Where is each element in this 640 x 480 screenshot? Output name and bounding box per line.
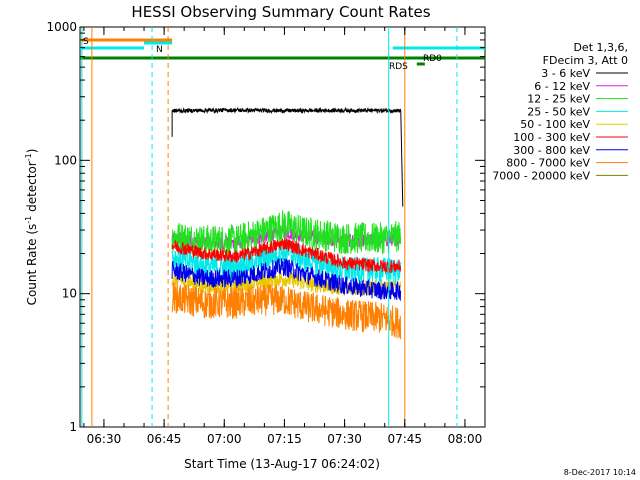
data-series bbox=[171, 106, 404, 340]
status-bands bbox=[80, 38, 485, 66]
series-line bbox=[171, 282, 402, 340]
annotation-rd0: RD0 bbox=[423, 54, 442, 64]
series-line bbox=[171, 210, 402, 257]
legend-header-1: Det 1,3,6, bbox=[573, 41, 628, 54]
x-tick-label: 07:45 bbox=[387, 432, 422, 446]
legend-label: 300 - 800 keV bbox=[513, 144, 590, 157]
x-tick-label: 08:00 bbox=[448, 432, 483, 446]
legend-label: 800 - 7000 keV bbox=[506, 157, 590, 170]
series-line bbox=[171, 106, 402, 115]
x-axis-ticks: 06:30 06:45 07:00 07:15 07:30 07:45 08:00 bbox=[83, 27, 486, 446]
legend-label: 25 - 50 keV bbox=[527, 105, 590, 118]
legend-label: 100 - 300 keV bbox=[513, 131, 590, 144]
y-axis-ticks: 1 10 100 1000 bbox=[46, 20, 485, 434]
legend-label: 50 - 100 keV bbox=[520, 118, 590, 131]
footer-timestamp: 8-Dec-2017 10:14 bbox=[564, 468, 636, 477]
x-tick-label: 06:30 bbox=[87, 432, 122, 446]
series-line bbox=[171, 238, 402, 284]
legend-label: 3 - 6 keV bbox=[541, 67, 590, 80]
series-black-end bbox=[400, 110, 404, 207]
y-tick-label: 1000 bbox=[46, 20, 77, 34]
vertical-markers bbox=[81, 27, 458, 427]
annotation-s: S bbox=[83, 37, 89, 47]
y-tick-label: 1 bbox=[69, 420, 77, 434]
x-tick-label: 07:15 bbox=[267, 432, 302, 446]
legend-header-2: FDecim 3, Att 0 bbox=[543, 54, 628, 67]
x-axis-label: Start Time (13-Aug-17 06:24:02) bbox=[184, 457, 380, 471]
legend-label: 6 - 12 keV bbox=[534, 80, 590, 93]
series-line bbox=[171, 258, 402, 302]
x-tick-label: 06:45 bbox=[147, 432, 182, 446]
annotation-rds: RDS bbox=[389, 62, 408, 72]
y-tick-label: 10 bbox=[62, 287, 77, 301]
annotation-n: N bbox=[156, 45, 163, 55]
plot-frame bbox=[79, 26, 486, 428]
legend-label: 7000 - 20000 keV bbox=[492, 169, 590, 182]
legend-label: 12 - 25 keV bbox=[527, 93, 590, 106]
x-tick-label: 07:00 bbox=[207, 432, 242, 446]
y-axis-label: Count Rate (s-1 detector-1) bbox=[24, 149, 39, 306]
series-line bbox=[171, 238, 402, 274]
y-tick-label: 100 bbox=[54, 153, 77, 167]
chart-title: HESSI Observing Summary Count Rates bbox=[131, 3, 430, 21]
x-tick-label: 07:30 bbox=[327, 432, 362, 446]
